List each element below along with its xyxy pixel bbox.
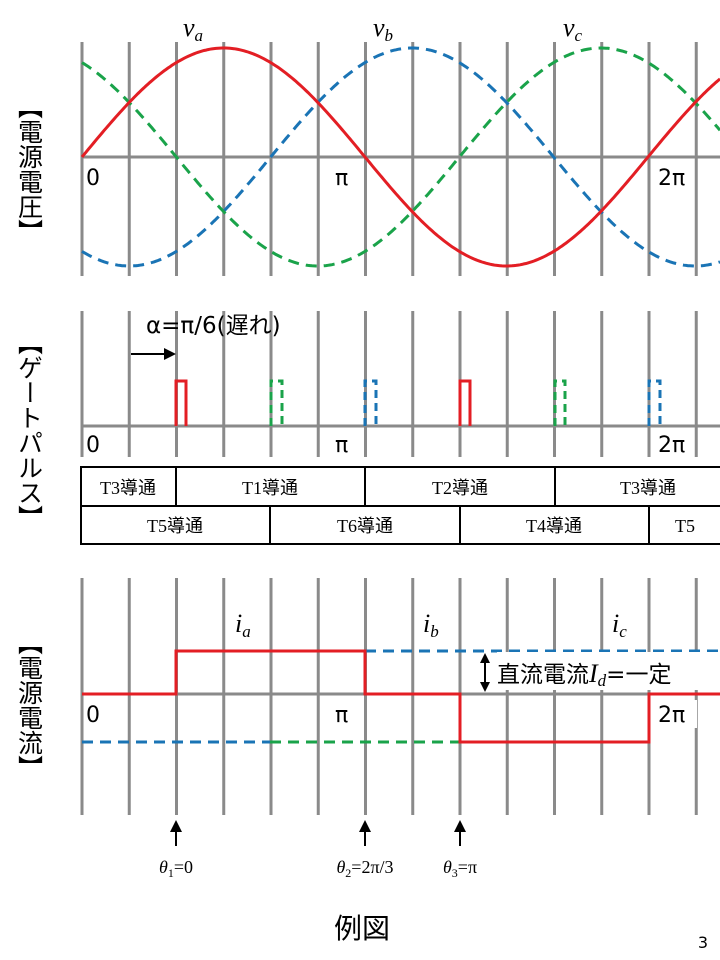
- pulse-label-pi: π: [335, 433, 348, 458]
- conduction-table: T3導通 T1導通 T2導通 T3導通 T5導通 T6導通 T4導通 T5: [80, 466, 720, 545]
- gate-pulse-5-c: [553, 379, 567, 426]
- theta-markers: θ1=0 θ2=2π/3 θ3=π: [159, 820, 477, 880]
- dc-current-arrowhead-down: [480, 682, 490, 692]
- voltage-label-pi: π: [335, 166, 348, 191]
- voltage-wave-vc: [81, 46, 720, 268]
- voltage-label-0: 0: [86, 166, 100, 191]
- page-number: 3: [698, 933, 708, 952]
- voltage-wave-vb: [81, 46, 720, 268]
- figure-caption: 例図: [334, 912, 390, 945]
- theta2-label: θ2=2π/3: [336, 857, 393, 880]
- gate-pulse-6-b: [647, 379, 662, 426]
- row2-cell-2: T6導通: [337, 516, 393, 536]
- row1-cell-2: T1導通: [242, 478, 298, 498]
- current-label-2pi-bg: [655, 700, 697, 728]
- dc-current-label: 直流電流Id=一定: [497, 659, 671, 690]
- current-label-0: 0: [86, 703, 100, 728]
- dc-current-label-bg: [497, 652, 720, 690]
- current-label-pi: π: [335, 703, 348, 728]
- voltage-label-2pi: 2π: [658, 166, 685, 191]
- label-va: va: [183, 13, 203, 45]
- theta3-arrowhead: [454, 820, 466, 832]
- current-grid-lines: [80, 578, 698, 815]
- voltage-grid-lines: [80, 42, 698, 276]
- alpha-label: α=π/6(遅れ): [146, 313, 281, 339]
- current-section: 直流電流Id=一定 ia ib ic 0 π 2π: [80, 578, 720, 815]
- theta1-label: θ1=0: [159, 857, 193, 880]
- gate-pulse-4-a: [458, 379, 472, 426]
- pulse-side-label: 【ゲートパルス】: [15, 330, 44, 530]
- side-labels: 【電源電圧】 【ゲートパルス】 【電源電流】: [15, 94, 44, 780]
- row1-cell-1: T3導通: [100, 478, 156, 498]
- gate-pulse-3-b: [363, 379, 378, 426]
- label-vb: vb: [373, 13, 393, 45]
- theta3-label: θ3=π: [443, 857, 477, 880]
- label-ia: ia: [235, 609, 251, 641]
- row2-cell-1: T5導通: [147, 516, 203, 536]
- voltage-section: 0 π 2π va vb vc: [80, 13, 720, 276]
- pulse-label-2pi: 2π: [658, 433, 685, 458]
- label-ib: ib: [423, 609, 439, 641]
- label-ic: ic: [612, 609, 627, 641]
- pulse-label-0: 0: [86, 433, 100, 458]
- theta2-arrowhead: [359, 820, 371, 832]
- pulse-section: α=π/6(遅れ) 0 π 2π: [80, 311, 720, 458]
- dc-current-arrowhead-up: [480, 653, 490, 663]
- label-vc: vc: [563, 13, 583, 45]
- current-side-label: 【電源電流】: [15, 630, 44, 780]
- voltage-wave-va: [80, 46, 720, 268]
- current-label-0-bg: [84, 702, 104, 728]
- voltage-side-label: 【電源電圧】: [15, 94, 44, 244]
- row2-cell-4: T5: [675, 516, 695, 536]
- row1-cell-3: T2導通: [432, 478, 488, 498]
- row1-cell-4: T3導通: [620, 478, 676, 498]
- gate-pulse-1-a: [174, 379, 188, 426]
- row2-cell-3: T4導通: [526, 516, 582, 536]
- current-wave-ia: [82, 649, 720, 744]
- current-label-2pi: 2π: [658, 703, 685, 728]
- gate-pulse-2-c: [269, 379, 284, 426]
- theta1-arrowhead: [170, 820, 182, 832]
- alpha-arrow-head: [164, 348, 176, 360]
